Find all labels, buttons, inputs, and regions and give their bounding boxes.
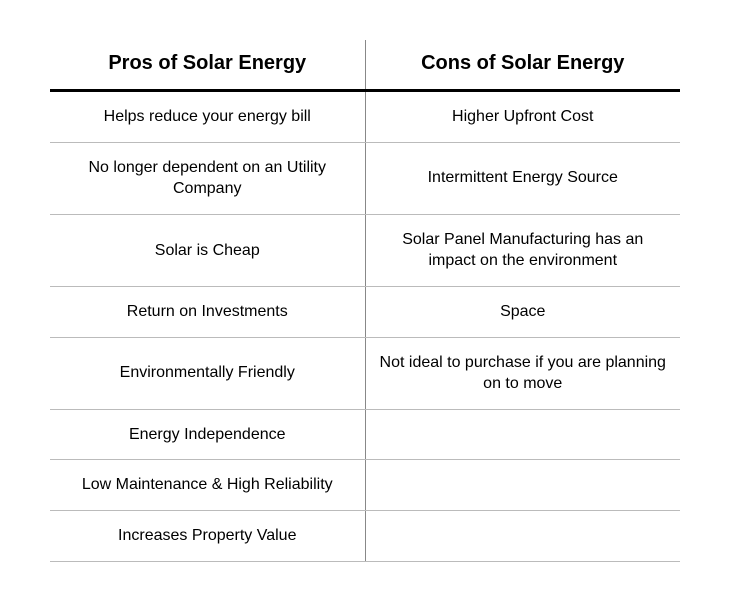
table-row: Environmentally Friendly Not ideal to pu… [50,337,680,409]
pro-cell: Low Maintenance & High Reliability [50,460,365,511]
solar-pros-cons-table: Pros of Solar Energy Cons of Solar Energ… [50,40,680,562]
cons-header: Cons of Solar Energy [365,40,680,91]
pro-cell: Solar is Cheap [50,214,365,286]
con-cell: Higher Upfront Cost [365,91,680,143]
con-cell: Space [365,286,680,337]
table-row: Low Maintenance & High Reliability [50,460,680,511]
table-row: Helps reduce your energy bill Higher Upf… [50,91,680,143]
con-cell [365,510,680,561]
con-cell [365,409,680,460]
con-cell: Solar Panel Manufacturing has an impact … [365,214,680,286]
table-row: No longer dependent on an Utility Compan… [50,142,680,214]
table-row: Solar is Cheap Solar Panel Manufacturing… [50,214,680,286]
con-cell [365,460,680,511]
pro-cell: Energy Independence [50,409,365,460]
pro-cell: Environmentally Friendly [50,337,365,409]
pro-cell: Increases Property Value [50,510,365,561]
con-cell: Intermittent Energy Source [365,142,680,214]
pros-header: Pros of Solar Energy [50,40,365,91]
pro-cell: No longer dependent on an Utility Compan… [50,142,365,214]
table-header-row: Pros of Solar Energy Cons of Solar Energ… [50,40,680,91]
table-row: Return on Investments Space [50,286,680,337]
pro-cell: Return on Investments [50,286,365,337]
table-row: Increases Property Value [50,510,680,561]
pro-cell: Helps reduce your energy bill [50,91,365,143]
con-cell: Not ideal to purchase if you are plannin… [365,337,680,409]
table-row: Energy Independence [50,409,680,460]
